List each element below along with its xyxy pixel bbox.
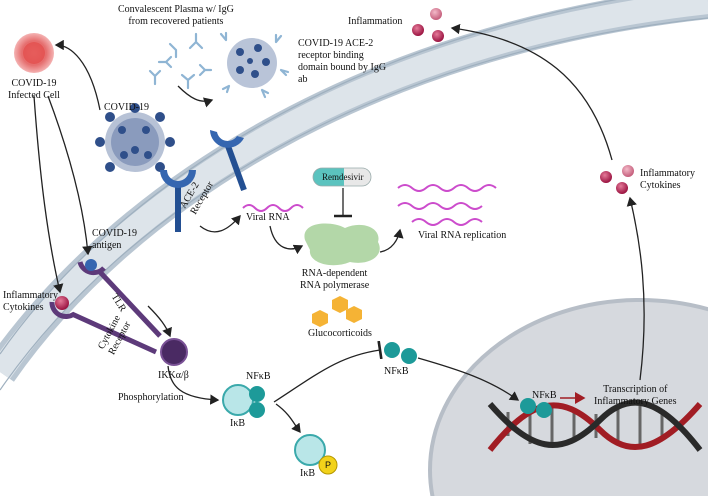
nfkb-nucleus-label: NFκB	[532, 390, 557, 402]
viral-rna-label: Viral RNA	[246, 212, 290, 224]
polymerase-label: RNA-dependent RNA polymerase	[300, 268, 369, 292]
viral-rna-replication-label: Viral RNA replication	[418, 230, 506, 242]
ikk-label: IKKα/β	[158, 370, 189, 382]
glucocorticoids-label: Glucocorticoids	[308, 328, 372, 340]
covid-label: COVID-19	[104, 102, 149, 114]
ikb-free-label: IκB	[300, 468, 315, 480]
infected-cell	[14, 33, 54, 73]
ikk-complex	[161, 339, 187, 365]
inflammatory-cytokines-left-label: Inflammatory Cytokines	[3, 290, 58, 314]
inflammatory-cytokines-right-label: Inflammatory Cytokines	[640, 168, 695, 192]
glucocorticoid-molecules	[312, 296, 362, 327]
nfkb-ikb-complex	[223, 385, 265, 418]
phosphorylation-label: Phosphorylation	[118, 392, 184, 404]
rna-polymerase	[304, 224, 379, 266]
inflammatory-cytokines-right	[600, 165, 634, 194]
nfkb-free	[384, 342, 417, 364]
phosphate-label: P	[325, 459, 331, 471]
remdesivir-label: Remdesivir	[322, 171, 364, 183]
infected-cell-label: COVID-19 Infected Cell	[8, 78, 60, 102]
nfkb-top-label: NFκB	[246, 371, 271, 383]
ace2-binding-label: COVID-19 ACE-2 receptor binding domain bo…	[298, 38, 386, 86]
transcription-label: Transcription of Inflammatory Genes	[594, 384, 676, 408]
inflammation-label: Inflammation	[348, 16, 402, 28]
igg-antibodies	[150, 34, 211, 88]
nfkb-mid-label: NFκB	[384, 366, 409, 378]
ikb-label: IκB	[230, 418, 245, 430]
inflammation-cytokines	[412, 8, 444, 42]
antigen-label: COVID-19 antigen	[92, 228, 137, 252]
plasma-label: Convalescent Plasma w/ IgG from recovered…	[118, 4, 234, 28]
antibody-bound-virus	[221, 33, 288, 97]
